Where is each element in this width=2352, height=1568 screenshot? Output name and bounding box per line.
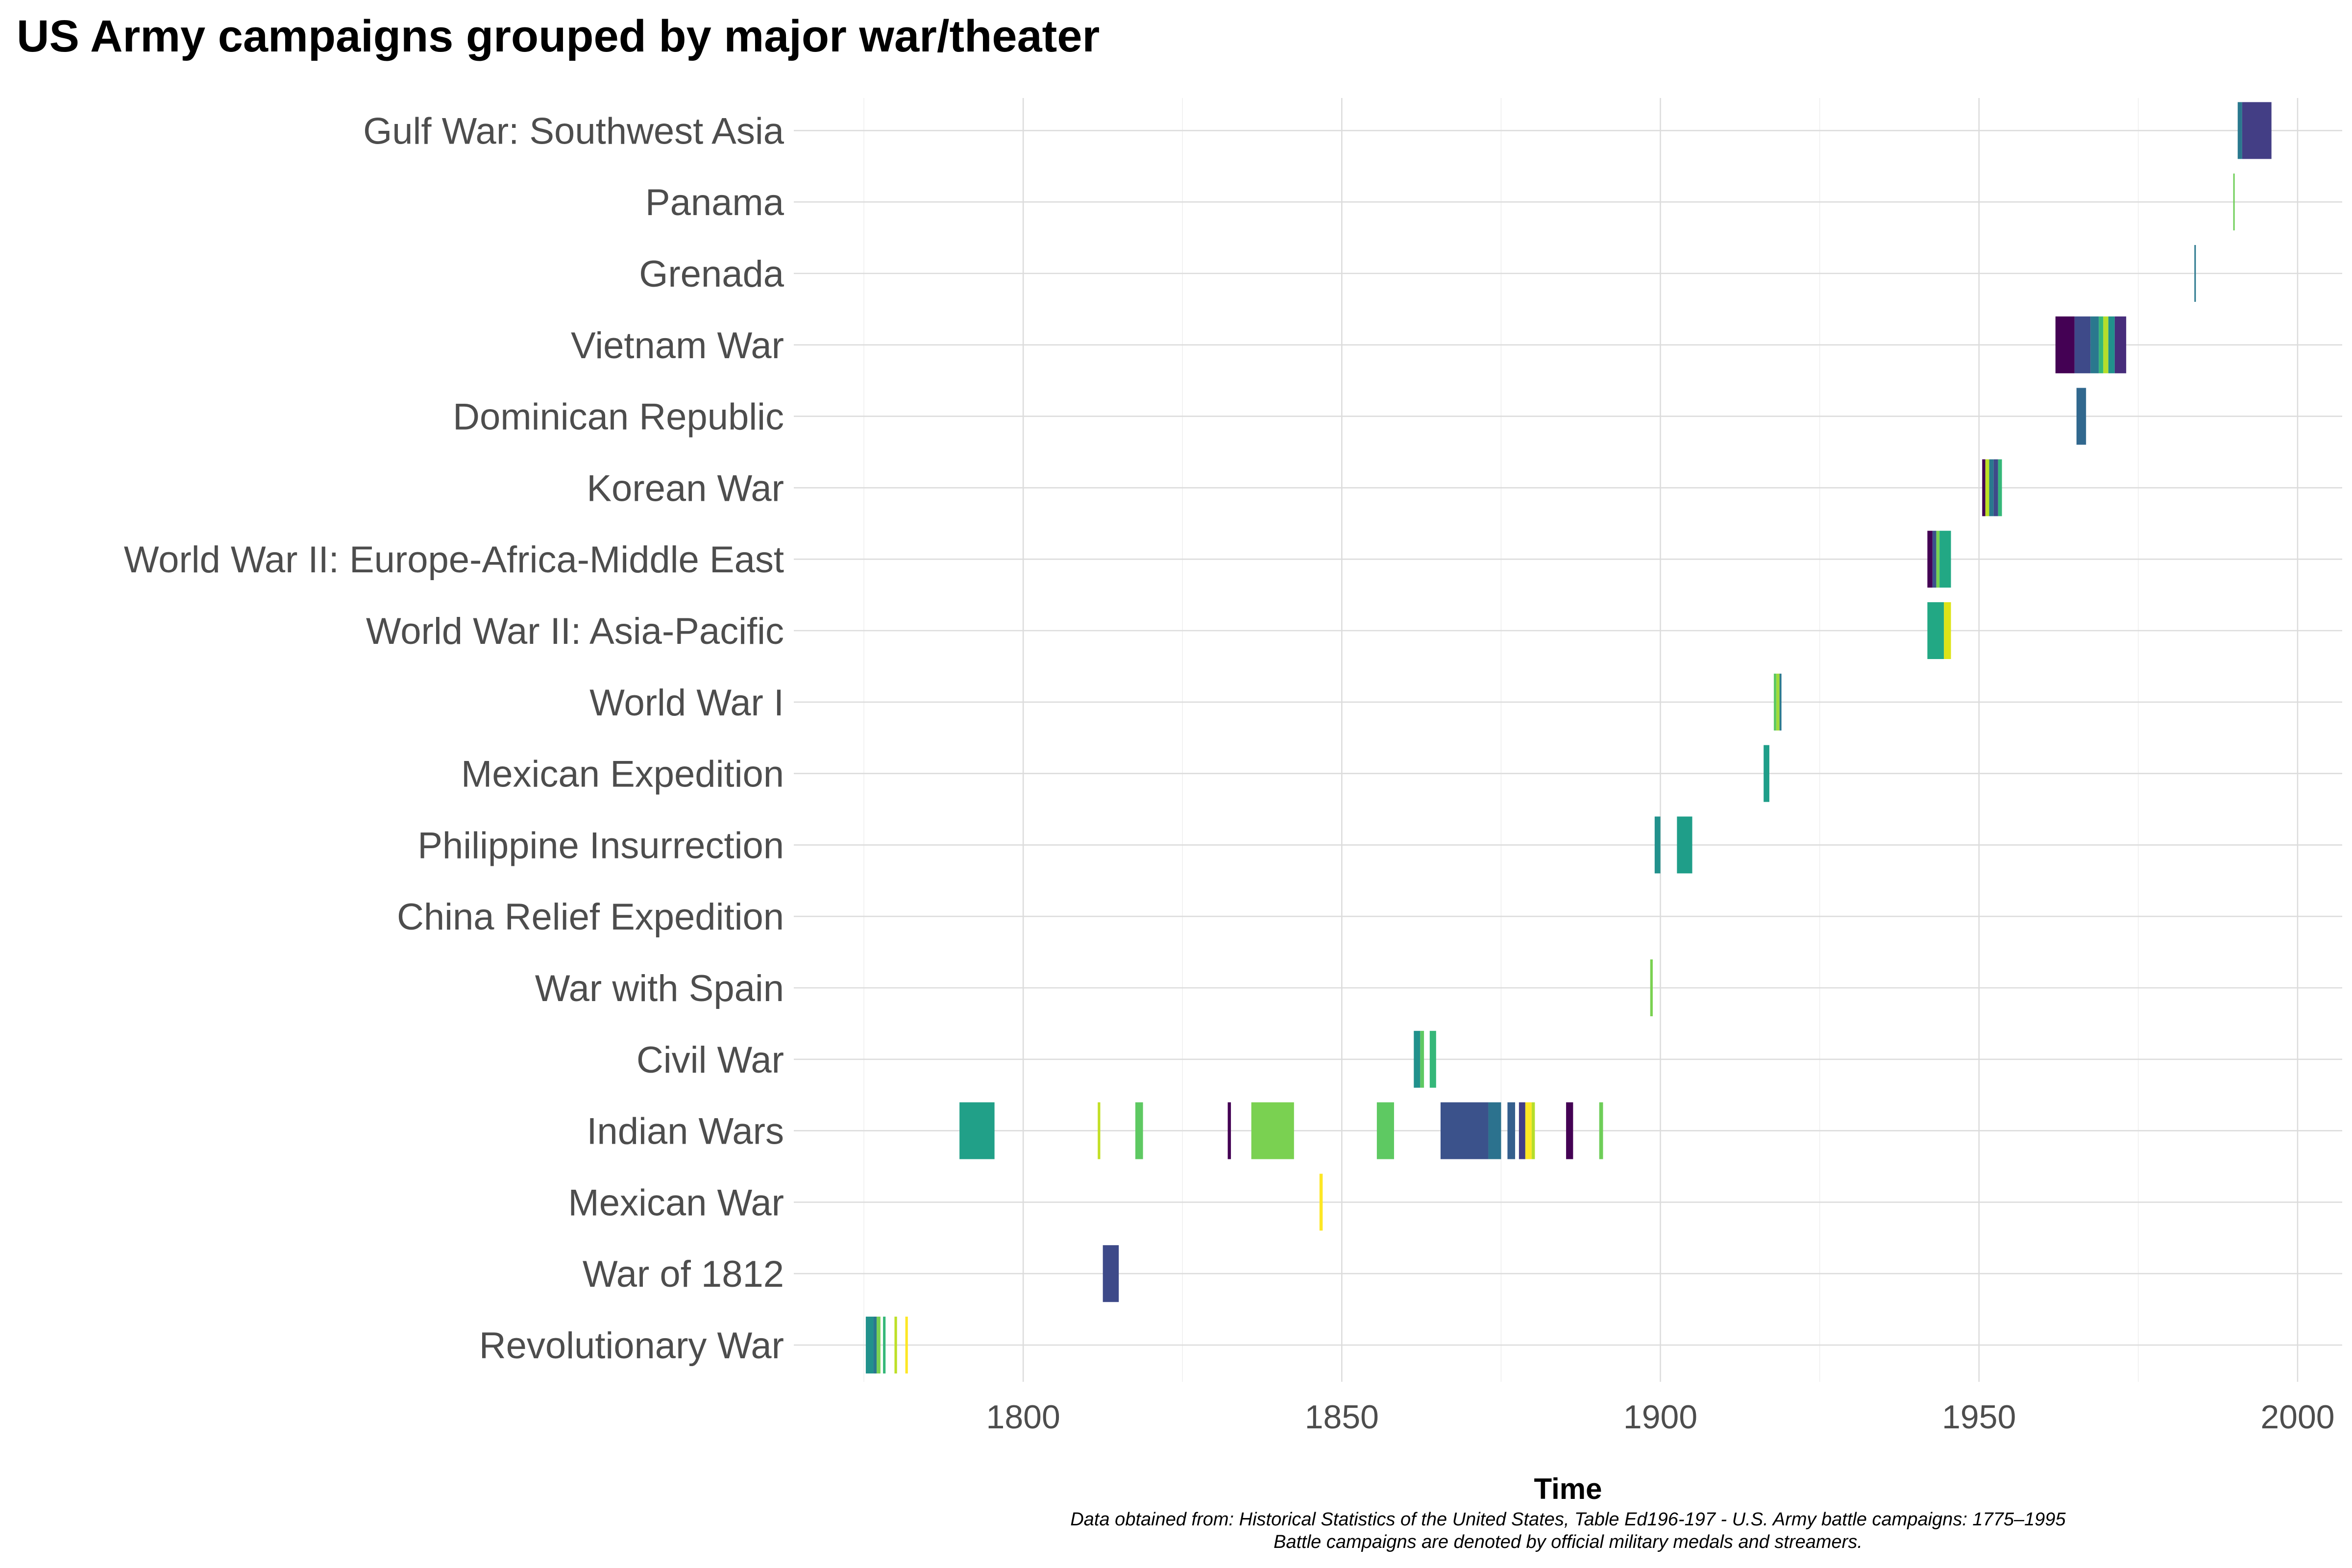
campaign-bar <box>2090 316 2099 373</box>
campaign-bar <box>1944 602 1951 659</box>
campaign-bar <box>2055 316 2075 373</box>
x-tick-label: 2000 <box>2260 1398 2334 1436</box>
campaign-bar <box>1927 531 1933 588</box>
campaign-bar <box>2194 245 2196 302</box>
x-tick-label: 1950 <box>1942 1398 2016 1436</box>
category-label: World War I <box>589 682 784 724</box>
campaign-bar <box>959 1102 995 1159</box>
campaign-bar <box>1776 673 1780 731</box>
campaign-bar <box>2074 316 2091 373</box>
category-label: Grenada <box>639 253 784 295</box>
campaign-bar <box>1939 531 1951 588</box>
campaign-bar <box>1251 1102 1294 1159</box>
campaign-bar <box>1566 1102 1573 1159</box>
campaign-bar <box>2237 102 2242 159</box>
category-label: China Relief Expedition <box>397 896 784 938</box>
campaign-bar <box>873 1317 877 1373</box>
campaign-bar <box>1531 1102 1535 1159</box>
campaign-bar <box>1440 1102 1489 1159</box>
campaign-bar <box>1507 1102 1516 1159</box>
category-label: Dominican Republic <box>453 396 784 438</box>
campaign-bar <box>1677 816 1692 874</box>
campaign-bar <box>1993 459 1998 516</box>
x-tick-label: 1900 <box>1623 1398 1697 1436</box>
category-label: World War II: Europe-Africa-Middle East <box>124 539 784 581</box>
grid-lines <box>794 98 2342 1382</box>
x-axis-tick-labels: 1800 1850 1900 1950 2000 <box>986 1398 2335 1436</box>
campaign-bar <box>2076 388 2086 445</box>
category-label: War of 1812 <box>583 1253 784 1295</box>
category-label: Indian Wars <box>587 1111 784 1152</box>
category-label: Mexican War <box>568 1182 784 1224</box>
x-tick-label: 1850 <box>1305 1398 1379 1436</box>
campaign-bar <box>905 1317 908 1373</box>
campaign-bar <box>1764 745 1769 802</box>
category-labels: Revolutionary War War of 1812 Mexican War I… <box>124 110 784 1367</box>
campaign-bar <box>1989 459 1994 516</box>
campaign-segments <box>865 102 2272 1373</box>
campaign-bar <box>2114 316 2127 373</box>
category-label: Revolutionary War <box>479 1325 784 1367</box>
category-label: Civil War <box>637 1039 784 1081</box>
category-label: War with Spain <box>535 968 784 1009</box>
campaign-bar <box>1488 1102 1501 1159</box>
x-axis-title: Time <box>1534 1472 1602 1505</box>
campaign-bar <box>1102 1245 1119 1302</box>
campaign-bar <box>1414 1030 1421 1088</box>
campaign-bar <box>877 1317 881 1373</box>
category-label: World War II: Asia-Pacific <box>366 611 784 652</box>
category-label: Panama <box>645 182 784 223</box>
campaign-bar <box>865 1317 874 1373</box>
campaign-bar <box>1227 1102 1231 1159</box>
category-label: Vietnam War <box>571 325 784 367</box>
x-tick-label: 1800 <box>986 1398 1060 1436</box>
chart-title: US Army campaigns grouped by major war/t… <box>17 11 1100 61</box>
campaign-bar <box>2242 102 2272 159</box>
campaign-bar <box>1654 816 1661 874</box>
campaign-bar <box>883 1317 886 1373</box>
campaign-bar <box>1982 459 1985 516</box>
campaign-bar <box>1779 673 1782 731</box>
campaign-bar <box>1376 1102 1394 1159</box>
campaign-bar <box>2108 316 2115 373</box>
campaign-bar <box>1519 1102 1525 1159</box>
campaign-bar <box>1936 531 1940 588</box>
campaign-bar <box>1774 673 1777 731</box>
campaign-bar <box>1429 1030 1436 1088</box>
campaign-bar <box>1650 959 1653 1016</box>
category-label: Korean War <box>587 467 784 509</box>
campaign-bar <box>1932 531 1936 588</box>
campaign-bar <box>2233 173 2235 231</box>
campaign-bar <box>1420 1030 1424 1088</box>
caption-source: Data obtained from: Historical Statistic… <box>1070 1509 2066 1530</box>
campaign-bar <box>894 1317 897 1373</box>
campaign-bar <box>1135 1102 1143 1159</box>
campaign-bar <box>1525 1102 1532 1159</box>
category-label: Gulf War: Southwest Asia <box>363 110 784 152</box>
campaign-bar <box>1927 602 1944 659</box>
campaign-bar <box>2099 316 2104 373</box>
campaign-bar <box>2103 316 2108 373</box>
campaign-bar <box>1319 1174 1323 1231</box>
campaign-bar <box>1998 459 2002 516</box>
campaign-bar <box>1985 459 1989 516</box>
campaign-bar <box>1599 1102 1603 1159</box>
category-label: Philippine Insurrection <box>417 825 784 866</box>
caption-note: Battle campaigns are denoted by official… <box>1274 1532 1862 1552</box>
category-label: Mexican Expedition <box>461 754 784 795</box>
campaign-bar <box>1098 1102 1101 1159</box>
